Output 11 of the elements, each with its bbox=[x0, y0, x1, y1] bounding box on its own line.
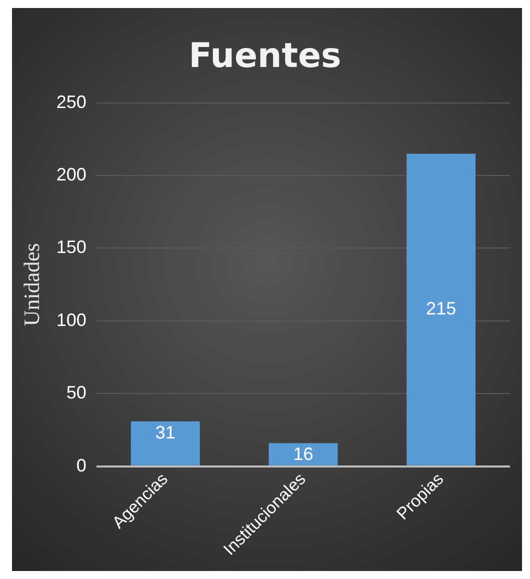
y-tick-label: 200 bbox=[56, 164, 86, 184]
data-label: 16 bbox=[293, 444, 314, 464]
data-label: 31 bbox=[155, 422, 176, 442]
y-tick-label: 150 bbox=[56, 237, 86, 258]
y-axis-title: Unidades bbox=[18, 243, 44, 326]
data-label: 215 bbox=[426, 298, 456, 319]
y-tick-label: 0 bbox=[76, 455, 86, 476]
y-tick-label: 250 bbox=[56, 92, 86, 112]
y-tick-label: 50 bbox=[66, 382, 86, 403]
chart-title: Fuentes bbox=[188, 36, 342, 76]
y-tick-label: 100 bbox=[56, 310, 86, 330]
